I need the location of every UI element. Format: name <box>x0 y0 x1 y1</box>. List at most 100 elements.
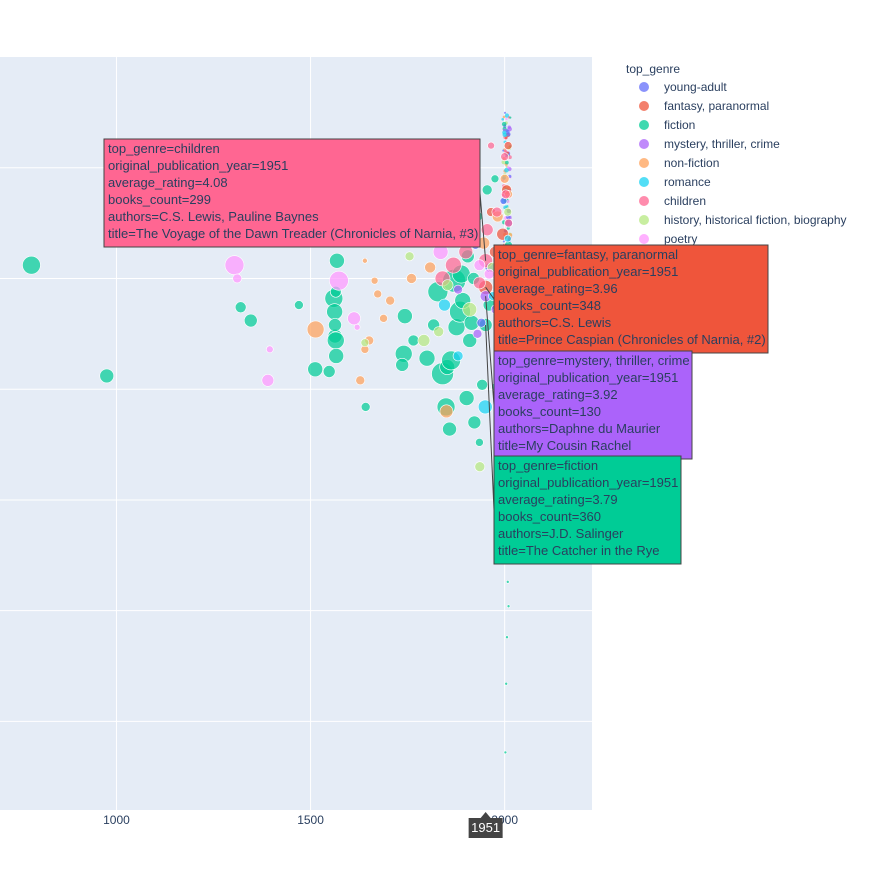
data-point[interactable] <box>503 750 508 755</box>
data-point[interactable] <box>234 301 247 314</box>
data-point[interactable] <box>503 207 513 217</box>
data-point[interactable] <box>407 334 420 347</box>
data-point[interactable] <box>370 276 379 285</box>
data-point[interactable] <box>462 302 478 317</box>
data-point-dense[interactable] <box>505 160 509 165</box>
legend-item[interactable]: non-fiction <box>639 156 719 170</box>
legend-item[interactable]: poetry <box>639 232 697 246</box>
data-point[interactable] <box>483 268 495 280</box>
data-point[interactable] <box>347 311 361 326</box>
data-point[interactable] <box>439 404 454 419</box>
data-point[interactable] <box>505 580 510 584</box>
data-point[interactable] <box>477 399 493 415</box>
data-point-dense[interactable] <box>503 111 507 114</box>
data-point-dense[interactable] <box>508 155 512 160</box>
data-point[interactable] <box>329 270 349 291</box>
data-point[interactable] <box>490 174 500 184</box>
legend[interactable]: top_genre young-adult fantasy, paranormal f… <box>626 62 847 246</box>
data-point[interactable] <box>473 259 486 271</box>
data-point-dense[interactable] <box>502 115 506 119</box>
data-point[interactable] <box>406 273 417 284</box>
data-point[interactable] <box>452 350 464 362</box>
data-point[interactable] <box>442 421 457 437</box>
data-point-dense[interactable] <box>509 116 512 119</box>
data-point[interactable] <box>224 255 245 275</box>
data-point[interactable] <box>503 141 513 150</box>
data-point[interactable] <box>418 349 436 367</box>
data-point-dense[interactable] <box>501 159 506 165</box>
data-point[interactable] <box>480 223 494 237</box>
data-point[interactable] <box>362 257 368 264</box>
data-point[interactable] <box>328 318 342 332</box>
data-point[interactable] <box>473 276 486 290</box>
data-point[interactable] <box>99 368 115 384</box>
data-point[interactable] <box>355 375 366 386</box>
data-point-dense[interactable] <box>505 117 508 121</box>
data-point[interactable] <box>474 461 486 473</box>
data-point[interactable] <box>261 374 275 387</box>
data-point[interactable] <box>499 174 510 184</box>
data-point[interactable] <box>395 358 409 372</box>
data-point-dense[interactable] <box>501 121 507 127</box>
data-point[interactable] <box>360 402 371 412</box>
data-point[interactable] <box>373 289 383 299</box>
data-point-dense[interactable] <box>502 130 507 135</box>
data-point[interactable] <box>476 378 488 391</box>
legend-item[interactable]: romance <box>639 175 711 189</box>
data-point-dense[interactable] <box>504 136 508 140</box>
data-point[interactable] <box>504 681 509 686</box>
data-point-dense[interactable] <box>502 149 505 152</box>
data-point-dense[interactable] <box>505 134 508 137</box>
data-point[interactable] <box>506 604 511 609</box>
data-point[interactable] <box>462 333 478 348</box>
data-point-dense[interactable] <box>506 205 509 208</box>
data-point-dense[interactable] <box>504 113 510 118</box>
data-point-dense[interactable] <box>505 130 510 134</box>
data-point[interactable] <box>326 303 343 320</box>
data-point-dense[interactable] <box>504 167 509 173</box>
data-point[interactable] <box>265 345 274 354</box>
data-point[interactable] <box>328 348 344 364</box>
data-point[interactable] <box>306 320 325 339</box>
data-point[interactable] <box>441 279 454 291</box>
data-point[interactable] <box>481 184 493 196</box>
data-point-dense[interactable] <box>506 165 510 169</box>
legend-item[interactable]: mystery, thriller, crime <box>639 137 780 151</box>
data-point[interactable] <box>243 313 258 328</box>
data-point[interactable] <box>438 298 451 312</box>
data-point[interactable] <box>22 255 41 275</box>
data-point[interactable] <box>458 390 475 406</box>
data-point[interactable] <box>467 415 482 430</box>
data-point-dense[interactable] <box>501 117 505 121</box>
data-point[interactable] <box>487 141 495 150</box>
data-point[interactable] <box>397 308 413 324</box>
data-point[interactable] <box>379 314 388 323</box>
data-point[interactable] <box>505 635 509 640</box>
legend-item[interactable]: children <box>639 194 706 208</box>
data-point[interactable] <box>232 273 242 284</box>
data-point[interactable] <box>445 256 462 274</box>
data-point[interactable] <box>503 234 512 243</box>
data-point-dense[interactable] <box>507 125 511 129</box>
data-point[interactable] <box>360 338 370 347</box>
data-point[interactable] <box>404 251 415 262</box>
data-point[interactable] <box>329 252 345 269</box>
data-point[interactable] <box>322 365 336 378</box>
data-point[interactable] <box>417 334 431 347</box>
data-point[interactable] <box>353 323 361 331</box>
data-point[interactable] <box>500 152 509 161</box>
legend-item[interactable]: young-adult <box>639 80 727 94</box>
data-point[interactable] <box>472 329 483 339</box>
data-point[interactable] <box>294 300 304 310</box>
legend-item[interactable]: fiction <box>639 118 695 132</box>
data-point[interactable] <box>491 206 503 218</box>
legend-item[interactable]: history, historical fiction, biography <box>639 213 847 227</box>
data-point[interactable] <box>501 189 511 200</box>
data-point-dense[interactable] <box>504 149 507 153</box>
data-point[interactable] <box>453 284 463 295</box>
data-point[interactable] <box>424 261 436 274</box>
data-point-dense[interactable] <box>506 226 510 230</box>
data-point-dense[interactable] <box>502 240 506 243</box>
data-point[interactable] <box>326 331 345 350</box>
data-point[interactable] <box>433 326 444 337</box>
